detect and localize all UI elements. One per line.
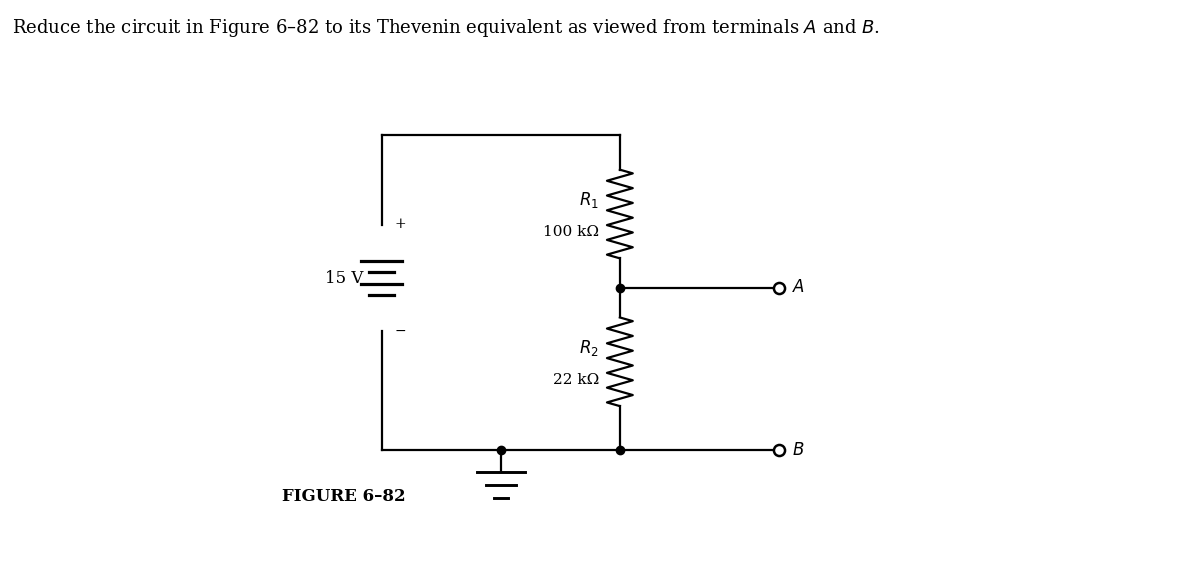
Text: 100 kΩ: 100 kΩ xyxy=(544,225,599,239)
Text: −: − xyxy=(395,324,406,338)
Text: $R_2$: $R_2$ xyxy=(580,338,599,358)
Text: $A$: $A$ xyxy=(792,279,805,296)
Text: $R_1$: $R_1$ xyxy=(580,190,599,210)
Text: 22 kΩ: 22 kΩ xyxy=(553,373,599,387)
Text: Reduce the circuit in Figure 6–82 to its Thevenin equivalent as viewed from term: Reduce the circuit in Figure 6–82 to its… xyxy=(12,17,880,39)
Text: +: + xyxy=(395,217,406,231)
Text: $B$: $B$ xyxy=(792,442,804,459)
Text: 15 V: 15 V xyxy=(325,270,364,287)
Text: FIGURE 6–82: FIGURE 6–82 xyxy=(282,488,406,504)
